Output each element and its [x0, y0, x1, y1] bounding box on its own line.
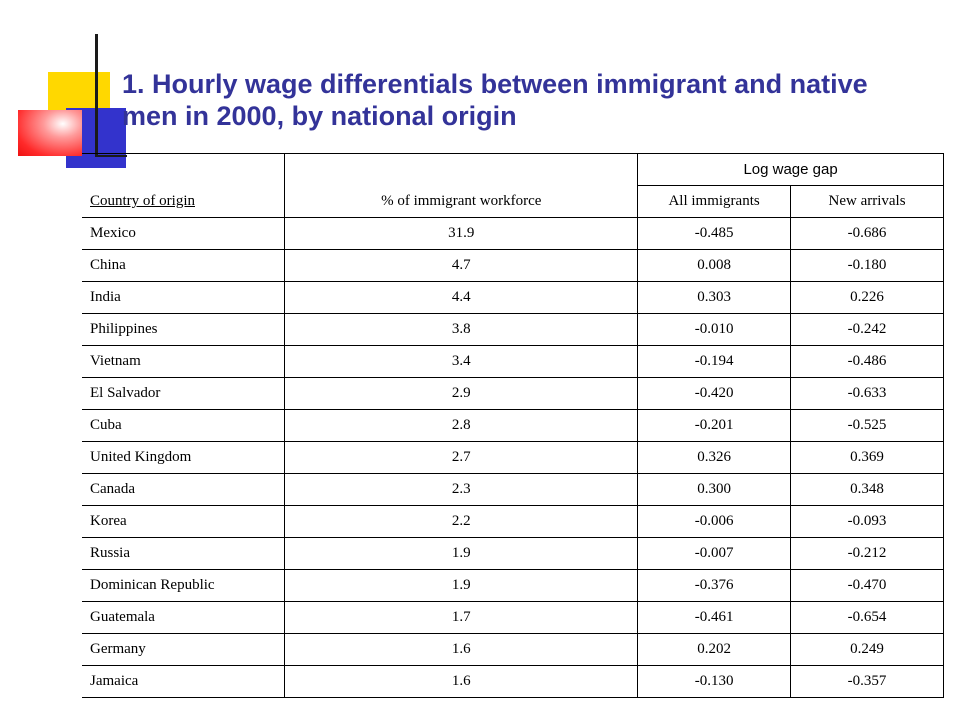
- all-immigrants-cell: 0.008: [637, 249, 792, 282]
- new-arrivals-cell: -0.212: [790, 537, 944, 570]
- table-row: Cuba 2.8 -0.201 -0.525: [82, 409, 944, 442]
- pct-cell: 1.6: [284, 633, 639, 666]
- new-arrivals-cell: -0.180: [790, 249, 944, 282]
- country-cell: Russia: [82, 537, 286, 570]
- country-cell: Guatemala: [82, 601, 286, 634]
- pct-cell: 2.9: [284, 377, 639, 410]
- header-country-label: Country of origin: [90, 193, 195, 209]
- new-arrivals-cell: -0.357: [790, 665, 944, 698]
- country-cell: Korea: [82, 505, 286, 538]
- pct-cell: 4.7: [284, 249, 639, 282]
- new-arrivals-cell: -0.242: [790, 313, 944, 346]
- wage-gap-table: Country of origin % of immigrant workfor…: [82, 153, 944, 698]
- slide-title-line1: 1. Hourly wage differentials between imm…: [122, 69, 868, 99]
- header-new-arrivals: New arrivals: [790, 185, 944, 218]
- header-pct-label: % of immigrant workforce: [381, 193, 542, 209]
- table-row: Philippines 3.8 -0.010 -0.242: [82, 313, 944, 346]
- slide-title-line2: men in 2000, by national origin: [122, 101, 517, 131]
- all-immigrants-cell: 0.202: [637, 633, 792, 666]
- table-row: United Kingdom 2.7 0.326 0.369: [82, 441, 944, 474]
- country-cell: Dominican Republic: [82, 569, 286, 602]
- all-immigrants-cell: -0.194: [637, 345, 792, 378]
- new-arrivals-cell: 0.348: [790, 473, 944, 506]
- country-cell: Philippines: [82, 313, 286, 346]
- all-immigrants-cell: -0.006: [637, 505, 792, 538]
- table-row: Russia 1.9 -0.007 -0.212: [82, 537, 944, 570]
- new-arrivals-cell: 0.249: [790, 633, 944, 666]
- all-immigrants-cell: -0.007: [637, 537, 792, 570]
- country-cell: Vietnam: [82, 345, 286, 378]
- new-arrivals-cell: -0.093: [790, 505, 944, 538]
- pct-cell: 2.2: [284, 505, 639, 538]
- table-row: Mexico 31.9 -0.485 -0.686: [82, 217, 944, 250]
- all-immigrants-cell: -0.485: [637, 217, 792, 250]
- pct-cell: 2.3: [284, 473, 639, 506]
- new-arrivals-cell: -0.654: [790, 601, 944, 634]
- new-arrivals-cell: -0.686: [790, 217, 944, 250]
- country-cell: United Kingdom: [82, 441, 286, 474]
- pct-cell: 4.4: [284, 281, 639, 314]
- all-immigrants-cell: -0.201: [637, 409, 792, 442]
- table-row: Jamaica 1.6 -0.130 -0.357: [82, 665, 944, 698]
- decor-vertical-line: [95, 34, 98, 156]
- country-cell: Cuba: [82, 409, 286, 442]
- table-row: Korea 2.2 -0.006 -0.093: [82, 505, 944, 538]
- country-cell: Jamaica: [82, 665, 286, 698]
- all-immigrants-cell: 0.300: [637, 473, 792, 506]
- new-arrivals-cell: -0.633: [790, 377, 944, 410]
- table-row: China 4.7 0.008 -0.180: [82, 249, 944, 282]
- table-row: El Salvador 2.9 -0.420 -0.633: [82, 377, 944, 410]
- all-immigrants-cell: -0.130: [637, 665, 792, 698]
- pct-cell: 31.9: [284, 217, 639, 250]
- table-row: Vietnam 3.4 -0.194 -0.486: [82, 345, 944, 378]
- new-arrivals-cell: -0.470: [790, 569, 944, 602]
- pct-cell: 1.9: [284, 569, 639, 602]
- pct-cell: 2.7: [284, 441, 639, 474]
- all-immigrants-cell: -0.461: [637, 601, 792, 634]
- header-pct: % of immigrant workforce: [284, 153, 639, 218]
- country-cell: Mexico: [82, 217, 286, 250]
- country-cell: China: [82, 249, 286, 282]
- table-row: India 4.4 0.303 0.226: [82, 281, 944, 314]
- country-cell: El Salvador: [82, 377, 286, 410]
- header-log-wage-gap: Log wage gap: [637, 153, 944, 186]
- pct-cell: 3.8: [284, 313, 639, 346]
- new-arrivals-cell: 0.226: [790, 281, 944, 314]
- pct-cell: 3.4: [284, 345, 639, 378]
- country-cell: Canada: [82, 473, 286, 506]
- country-cell: Germany: [82, 633, 286, 666]
- slide-title: 1. Hourly wage differentials between imm…: [122, 68, 942, 132]
- all-immigrants-cell: -0.376: [637, 569, 792, 602]
- country-cell: India: [82, 281, 286, 314]
- header-all-immigrants: All immigrants: [637, 185, 792, 218]
- new-arrivals-cell: -0.525: [790, 409, 944, 442]
- pct-cell: 1.6: [284, 665, 639, 698]
- header-country: Country of origin: [82, 153, 286, 218]
- pct-cell: 1.9: [284, 537, 639, 570]
- all-immigrants-cell: 0.326: [637, 441, 792, 474]
- table-row: Guatemala 1.7 -0.461 -0.654: [82, 601, 944, 634]
- all-immigrants-cell: 0.303: [637, 281, 792, 314]
- table-row: Canada 2.3 0.300 0.348: [82, 473, 944, 506]
- pct-cell: 1.7: [284, 601, 639, 634]
- all-immigrants-cell: -0.420: [637, 377, 792, 410]
- all-immigrants-cell: -0.010: [637, 313, 792, 346]
- table-body: Country of origin % of immigrant workfor…: [82, 153, 944, 698]
- decor-red-square: [18, 110, 82, 156]
- new-arrivals-cell: -0.486: [790, 345, 944, 378]
- table-row: Germany 1.6 0.202 0.249: [82, 633, 944, 666]
- pct-cell: 2.8: [284, 409, 639, 442]
- header-row-group: Country of origin % of immigrant workfor…: [82, 153, 944, 218]
- table-row: Dominican Republic 1.9 -0.376 -0.470: [82, 569, 944, 602]
- new-arrivals-cell: 0.369: [790, 441, 944, 474]
